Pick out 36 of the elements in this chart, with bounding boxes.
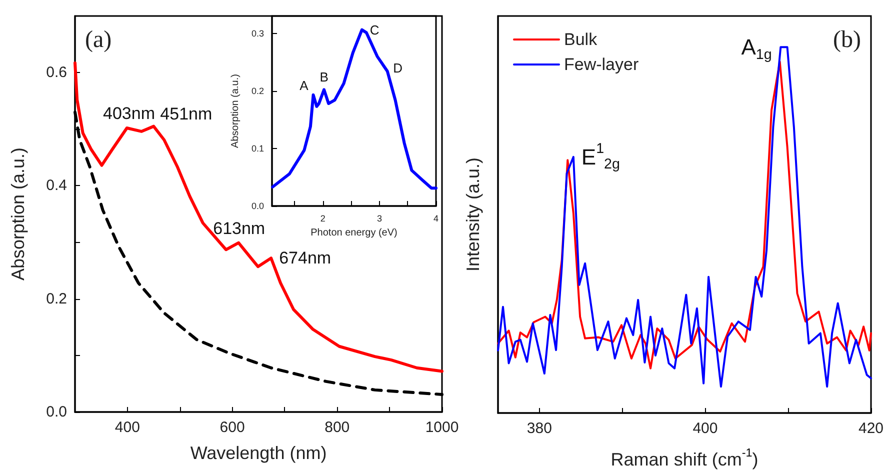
annotation: C <box>370 22 380 38</box>
y-axis-title: Absorption (a.u.) <box>8 147 28 281</box>
annotation: 674nm <box>279 248 332 268</box>
annotation: D <box>393 60 402 76</box>
x-axis-title: Photon energy (eV) <box>310 227 398 238</box>
x-tick-label: 380 <box>526 420 552 437</box>
y-axis-title: Absorption (a.u.) <box>230 74 242 148</box>
y-tick-label: 0.6 <box>46 64 67 82</box>
x-tick-label: 400 <box>114 419 140 436</box>
y-tick-label: 0.0 <box>251 201 264 211</box>
x-tick-label: 1000 <box>425 419 459 436</box>
x-tick-label: 800 <box>324 419 350 436</box>
annotation: 403nm <box>103 104 155 124</box>
x-tick-label: 400 <box>692 420 718 437</box>
legend-label: Bulk <box>564 30 598 49</box>
annotation: (b) <box>833 27 861 53</box>
annotation: 451nm <box>160 104 212 124</box>
annotation: (a) <box>85 27 112 53</box>
y-axis-title: Intensity (a.u.) <box>463 157 483 272</box>
x-tick-label: 2 <box>320 214 326 224</box>
y-tick-label: 0.2 <box>46 290 67 308</box>
x-tick-label: 3 <box>376 214 382 224</box>
y-tick-label: 0.0 <box>46 404 67 420</box>
y-tick-label: 0.3 <box>251 28 264 38</box>
x-axis-title: Wavelength (nm) <box>190 443 327 463</box>
x-tick-label: 4 <box>433 214 439 224</box>
x-tick-label: 420 <box>858 420 884 437</box>
x-tick-label: 600 <box>220 419 245 436</box>
line-series <box>74 61 444 373</box>
y-tick-label: 0.1 <box>251 143 264 154</box>
y-tick-label: 0.4 <box>46 177 67 194</box>
annotation: 613nm <box>213 218 266 238</box>
annotation: A <box>300 78 309 93</box>
y-tick-label: 0.2 <box>251 86 264 96</box>
legend-label: Few-layer <box>564 55 639 74</box>
annotation: B <box>320 70 328 85</box>
